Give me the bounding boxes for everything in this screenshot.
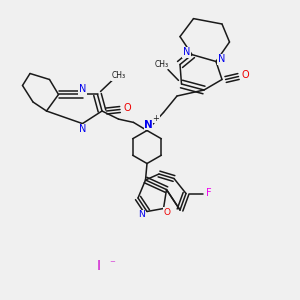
Text: I: I (97, 259, 101, 272)
Text: F: F (206, 188, 211, 199)
Text: +: + (153, 114, 159, 123)
Text: CH₃: CH₃ (111, 71, 126, 80)
Text: N: N (79, 84, 86, 94)
Text: O: O (242, 70, 249, 80)
Text: N: N (218, 54, 225, 64)
Text: CH₃: CH₃ (155, 60, 169, 69)
Text: N: N (79, 124, 86, 134)
Text: O: O (124, 103, 131, 113)
Text: N: N (183, 47, 190, 57)
Text: ⁻: ⁻ (110, 259, 116, 269)
Text: N: N (144, 119, 153, 130)
Text: O: O (164, 208, 171, 217)
Text: N: N (138, 210, 145, 219)
